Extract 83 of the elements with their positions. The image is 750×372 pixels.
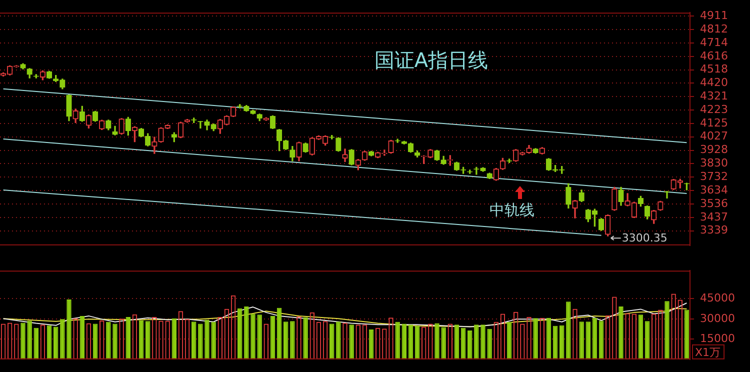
bar	[237, 308, 242, 360]
bar	[145, 321, 150, 360]
bar	[290, 321, 295, 360]
bar	[638, 314, 644, 360]
y-tick-label: 3634	[700, 183, 728, 196]
y-tick-label: 15000	[700, 332, 735, 346]
bar	[257, 314, 262, 360]
y-tick-label: 4027	[700, 130, 728, 143]
y-tick-label: 3339	[700, 224, 728, 237]
bar	[434, 323, 440, 360]
bar	[106, 322, 111, 360]
y-tick-label: 4125	[700, 116, 728, 130]
bar	[664, 301, 670, 360]
bar	[329, 324, 334, 360]
bar	[276, 308, 282, 360]
bar	[53, 326, 58, 360]
bar	[460, 328, 466, 360]
bar	[579, 322, 584, 360]
bar	[467, 330, 472, 360]
y-tick-label: 4714	[700, 36, 728, 49]
bar	[402, 324, 407, 360]
bar	[270, 316, 276, 360]
bar	[586, 322, 591, 360]
y-tick-label: 3536	[700, 196, 728, 210]
y-tick-label: 3830	[700, 156, 728, 170]
y-tick-label: 45000	[700, 292, 735, 305]
annotation: 中轨线	[489, 200, 534, 219]
y-tick-label: 4616	[700, 49, 728, 62]
bar	[414, 326, 420, 360]
bar	[46, 325, 52, 360]
bar	[20, 322, 26, 360]
bar	[283, 322, 288, 360]
bar	[441, 327, 446, 360]
bar	[480, 324, 486, 360]
bar	[408, 324, 414, 360]
y-tick-label: 3437	[700, 210, 728, 224]
bar	[27, 320, 32, 360]
bar	[592, 318, 598, 360]
y-tick-label: 30000	[700, 312, 735, 325]
text: 国证A指日线	[374, 48, 488, 72]
bar	[533, 318, 538, 360]
bar	[506, 322, 512, 360]
bar	[618, 306, 624, 360]
y-axis-title: X1万	[695, 346, 721, 359]
bar	[126, 317, 131, 360]
bar	[211, 322, 216, 360]
bar	[454, 324, 460, 360]
bar	[198, 324, 203, 360]
bar	[566, 302, 571, 360]
y-tick-label: 4911	[700, 9, 728, 22]
bar	[368, 329, 374, 360]
bar	[546, 318, 552, 360]
y-tick-label: 3928	[700, 143, 728, 156]
bar	[598, 320, 604, 360]
bar	[552, 326, 558, 360]
annotation: 3300.35	[622, 231, 668, 244]
bar	[244, 306, 249, 360]
bar	[92, 324, 98, 360]
bar	[80, 316, 85, 360]
bar	[204, 320, 210, 360]
bar	[644, 321, 650, 360]
bar	[172, 318, 177, 360]
bar	[487, 328, 492, 360]
y-tick-label: 4518	[700, 62, 728, 76]
y-tick-label: 4812	[700, 22, 728, 36]
bar	[112, 324, 118, 360]
bar	[34, 328, 39, 360]
y-tick-label: 3732	[700, 170, 728, 183]
bar	[684, 310, 690, 360]
y-tick-label: 4321	[700, 90, 728, 103]
bar	[60, 319, 65, 360]
bar	[474, 324, 479, 360]
y-tick-label: 4223	[700, 102, 728, 116]
bar	[349, 324, 354, 360]
bar	[395, 322, 400, 360]
y-tick-label: 4420	[700, 76, 728, 90]
bar	[559, 325, 564, 360]
bar	[336, 322, 341, 360]
bar	[66, 299, 72, 360]
bar	[303, 317, 308, 360]
bar	[250, 314, 256, 360]
bar	[138, 320, 144, 360]
bar	[191, 322, 196, 360]
